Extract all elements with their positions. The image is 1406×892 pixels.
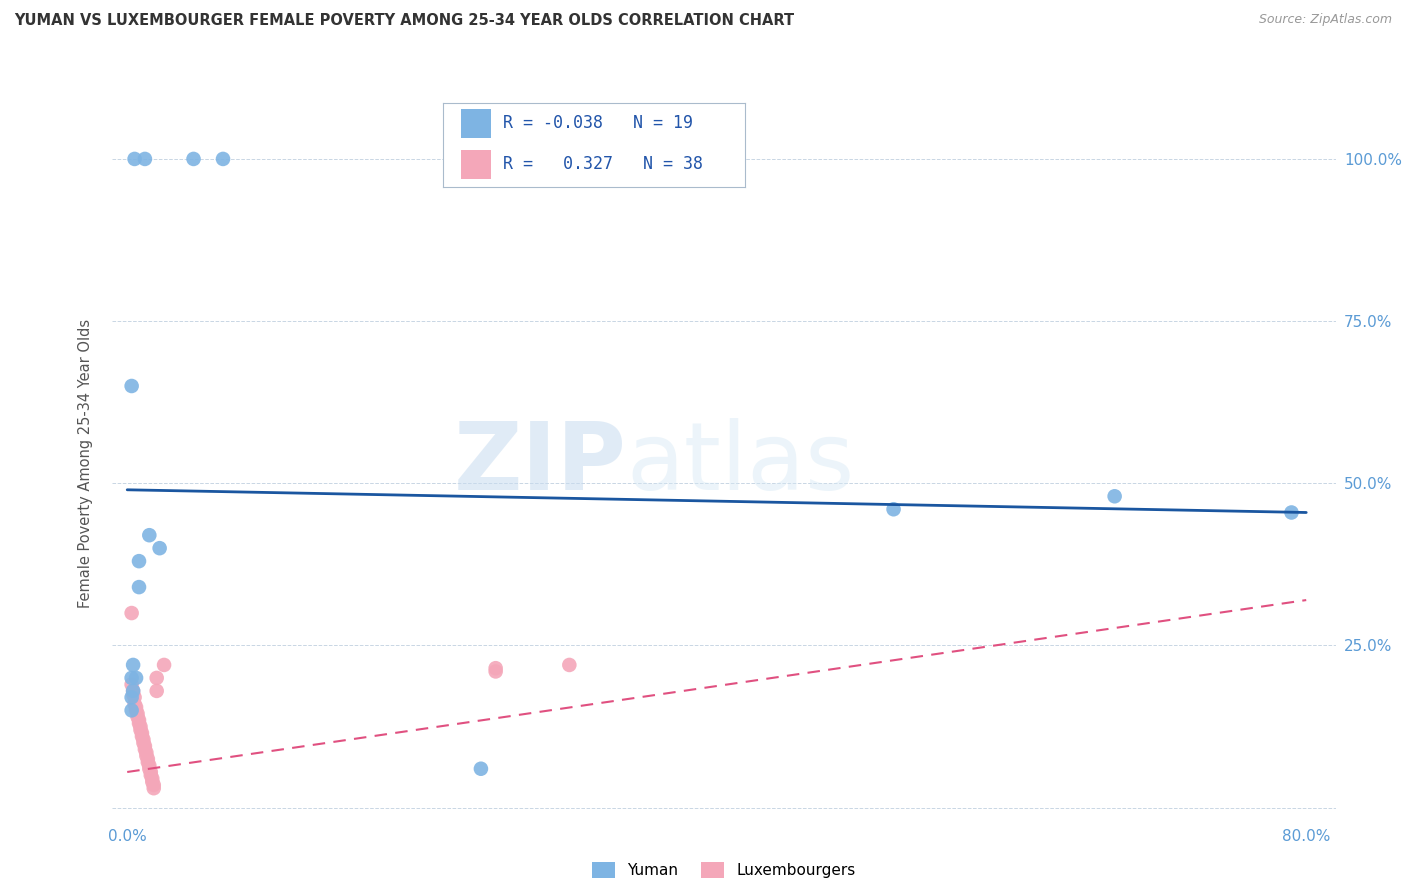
Point	[149, 541, 172, 556]
Point	[135, 748, 157, 763]
Point	[1104, 489, 1126, 503]
Point	[124, 697, 146, 711]
Point	[129, 723, 152, 737]
Point	[139, 764, 162, 779]
Point	[127, 710, 149, 724]
Point	[134, 742, 156, 756]
Point	[129, 720, 152, 734]
Point	[131, 729, 153, 743]
Point	[142, 781, 165, 796]
Legend: Yuman, Luxembourgers: Yuman, Luxembourgers	[586, 856, 862, 884]
Point	[121, 671, 143, 685]
Point	[121, 606, 143, 620]
Point	[131, 726, 153, 740]
Point	[125, 700, 148, 714]
Point	[141, 774, 163, 789]
Point	[122, 684, 145, 698]
Text: atlas: atlas	[626, 417, 855, 510]
Point	[125, 671, 148, 685]
Point	[142, 778, 165, 792]
Point	[485, 661, 508, 675]
Point	[485, 665, 508, 679]
Point	[136, 752, 159, 766]
Point	[183, 152, 205, 166]
Point	[138, 528, 160, 542]
Point	[122, 684, 145, 698]
Point	[138, 762, 160, 776]
Point	[132, 736, 155, 750]
Point	[145, 671, 167, 685]
Point	[124, 690, 146, 705]
Text: R = -0.038   N = 19: R = -0.038 N = 19	[503, 114, 693, 132]
Point	[124, 152, 146, 166]
Bar	[461, 150, 491, 178]
Point	[132, 732, 155, 747]
Point	[122, 657, 145, 672]
Point	[121, 690, 143, 705]
Point	[128, 716, 150, 731]
Point	[145, 684, 167, 698]
Y-axis label: Female Poverty Among 25-34 Year Olds: Female Poverty Among 25-34 Year Olds	[79, 319, 93, 608]
Point	[128, 554, 150, 568]
Point	[121, 703, 143, 717]
Point	[122, 687, 145, 701]
Text: ZIP: ZIP	[453, 417, 626, 510]
Point	[212, 152, 235, 166]
Text: Source: ZipAtlas.com: Source: ZipAtlas.com	[1258, 13, 1392, 27]
Point	[134, 739, 156, 753]
Point	[558, 657, 581, 672]
Point	[1281, 506, 1303, 520]
Point	[128, 713, 150, 727]
Point	[127, 706, 149, 721]
Text: YUMAN VS LUXEMBOURGER FEMALE POVERTY AMONG 25-34 YEAR OLDS CORRELATION CHART: YUMAN VS LUXEMBOURGER FEMALE POVERTY AMO…	[14, 13, 794, 29]
Bar	[461, 110, 491, 138]
Point	[134, 152, 156, 166]
Point	[138, 758, 160, 772]
Point	[136, 756, 159, 770]
Point	[141, 772, 163, 786]
Point	[135, 746, 157, 760]
Point	[121, 677, 143, 691]
Point	[121, 379, 143, 393]
Point	[128, 580, 150, 594]
Point	[139, 768, 162, 782]
Point	[153, 657, 176, 672]
Point	[470, 762, 492, 776]
Point	[125, 703, 148, 717]
Point	[883, 502, 905, 516]
Text: R =   0.327   N = 38: R = 0.327 N = 38	[503, 155, 703, 173]
